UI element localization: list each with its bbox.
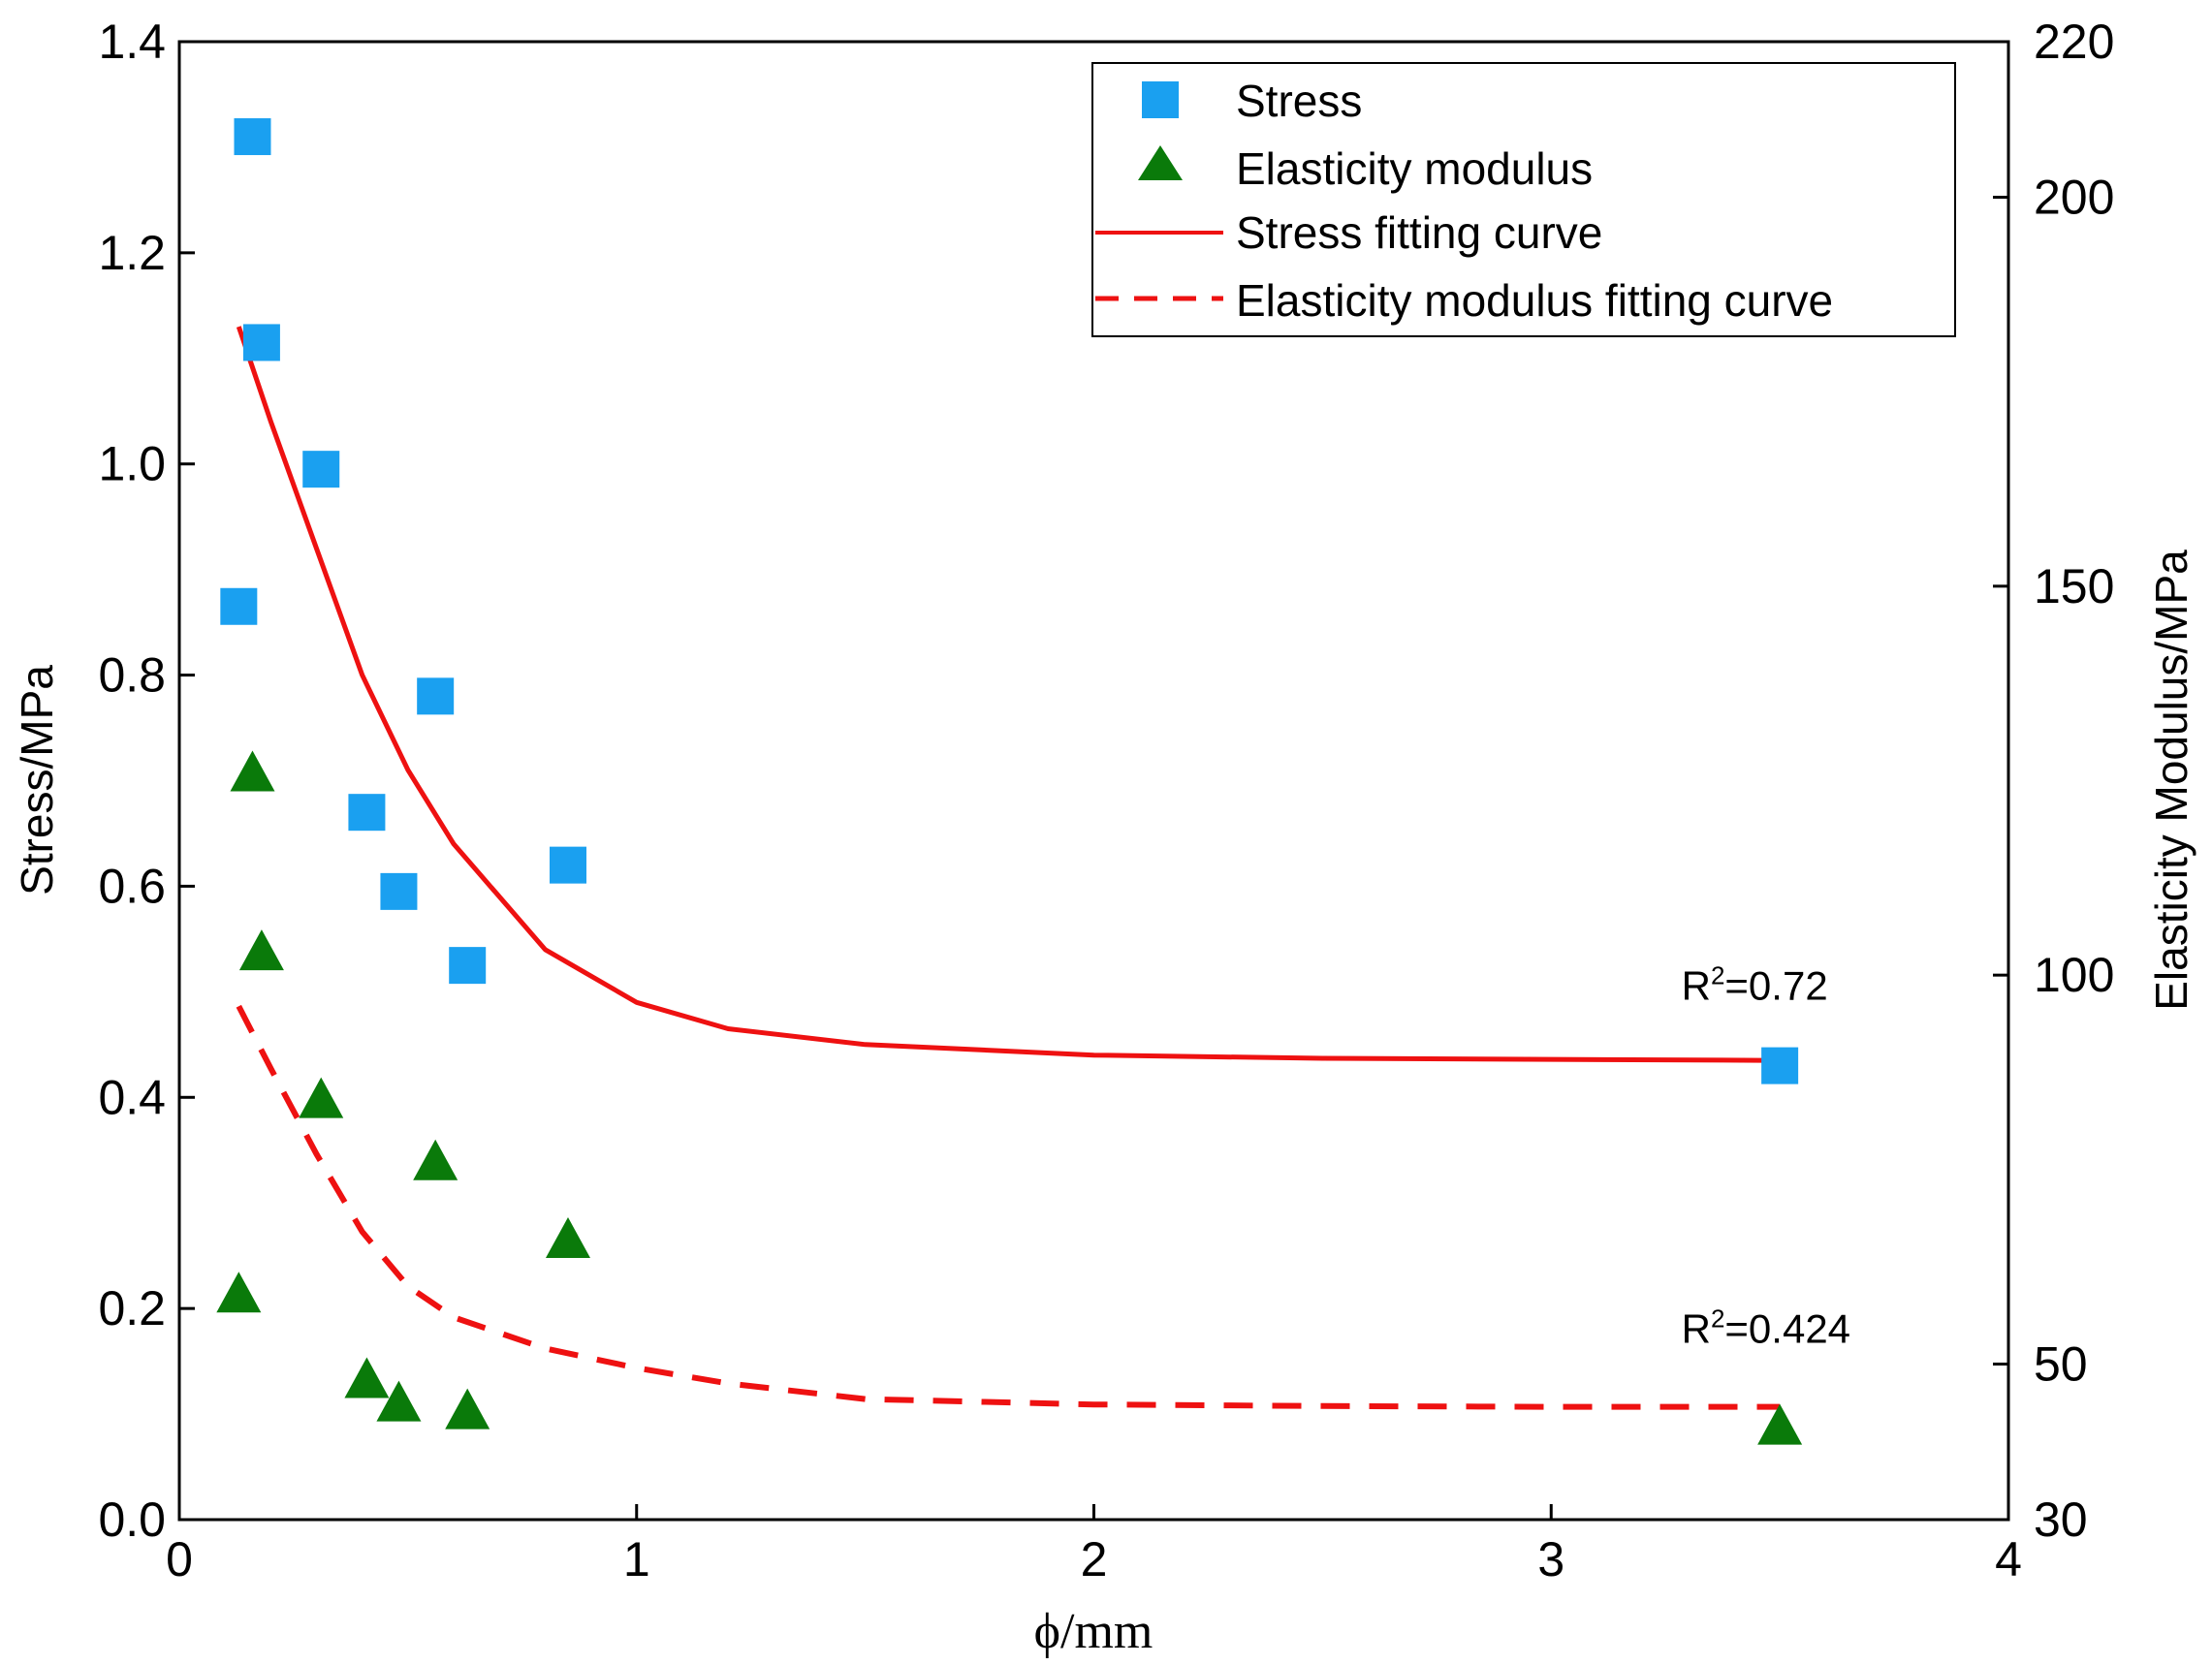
y2-tick-label: 200 — [2034, 171, 2114, 225]
fitting-curves — [236, 326, 1781, 1410]
stress-fit-curve — [236, 326, 1781, 1063]
legend-stress-marker — [1142, 81, 1179, 118]
stress-point — [417, 677, 455, 715]
elasticity-point — [344, 1357, 390, 1398]
x-tick-label: 2 — [1081, 1532, 1108, 1586]
x-tick-label: 0 — [166, 1532, 193, 1586]
legend: Stress Elasticity modulus Stress fitting… — [1091, 62, 1956, 337]
legend-modulus-curve-label: Elasticity modulus fitting curve — [1236, 275, 1833, 326]
y-tick-label: 0.2 — [98, 1281, 166, 1335]
legend-box — [1091, 62, 1956, 337]
r-squared-label: R2=0.424 — [1682, 1304, 1850, 1352]
y-tick-label: 0.0 — [98, 1492, 166, 1547]
data-points — [216, 118, 1803, 1445]
elasticity-point — [216, 1272, 262, 1313]
stress-point — [1761, 1047, 1799, 1084]
y-tick-label: 0.6 — [98, 859, 166, 913]
elasticity-point — [413, 1139, 458, 1180]
x-tick-label: 3 — [1537, 1532, 1564, 1586]
x-axis-title: ϕ/mm — [1034, 1604, 1153, 1659]
y2-tick-label: 220 — [2034, 15, 2114, 69]
legend-stress-curve-label: Stress fitting curve — [1236, 207, 1602, 258]
elasticity-point — [299, 1077, 344, 1118]
y-tick-label: 0.4 — [98, 1070, 166, 1124]
y2-tick-label: 50 — [2034, 1336, 2088, 1391]
stress-point — [242, 324, 280, 361]
y-axis-ticks: 0.0 0.2 0.4 0.6 0.8 1.0 1.2 1.4 — [98, 15, 195, 1547]
x-tick-label: 1 — [623, 1532, 650, 1586]
y-tick-label: 1.4 — [98, 15, 166, 69]
r-squared-annotations: R2=0.72 R2=0.424 — [1682, 960, 1850, 1351]
stress-point — [449, 947, 487, 985]
stress-point — [234, 118, 271, 156]
r-squared-label: R2=0.72 — [1682, 960, 1828, 1008]
legend-elasticity-label: Elasticity modulus — [1236, 143, 1593, 194]
y-tick-label: 1.2 — [98, 226, 166, 280]
legend-elasticity-marker — [1138, 145, 1183, 180]
x-axis-ticks: 0 1 2 3 4 — [166, 1504, 2022, 1586]
elasticity-fit-curve — [236, 1004, 1781, 1410]
y-tick-label: 1.0 — [98, 437, 166, 491]
y2-axis-title: Elasticity Modulus/MPa — [2146, 550, 2196, 1011]
elasticity-point — [238, 929, 284, 971]
legend-stress-label: Stress — [1236, 76, 1362, 126]
elasticity-point — [545, 1217, 590, 1259]
stress-point — [549, 846, 586, 884]
elasticity-point — [230, 750, 275, 792]
y-tick-label: 0.8 — [98, 648, 166, 703]
y2-tick-label: 100 — [2034, 948, 2114, 1002]
x-tick-label: 4 — [1995, 1532, 2022, 1586]
y-axis-title: Stress/MPa — [12, 665, 62, 895]
elasticity-point — [376, 1380, 422, 1422]
y2-tick-label: 30 — [2034, 1492, 2088, 1547]
stress-point — [302, 451, 340, 488]
stress-point — [348, 794, 386, 832]
y2-tick-label: 150 — [2034, 559, 2114, 613]
stress-point — [380, 872, 418, 910]
elasticity-point — [1757, 1403, 1803, 1445]
stress-point — [220, 587, 258, 625]
elasticity-point — [445, 1388, 490, 1429]
y2-axis-ticks: 30 50 100 150 200 220 — [1993, 15, 2114, 1547]
